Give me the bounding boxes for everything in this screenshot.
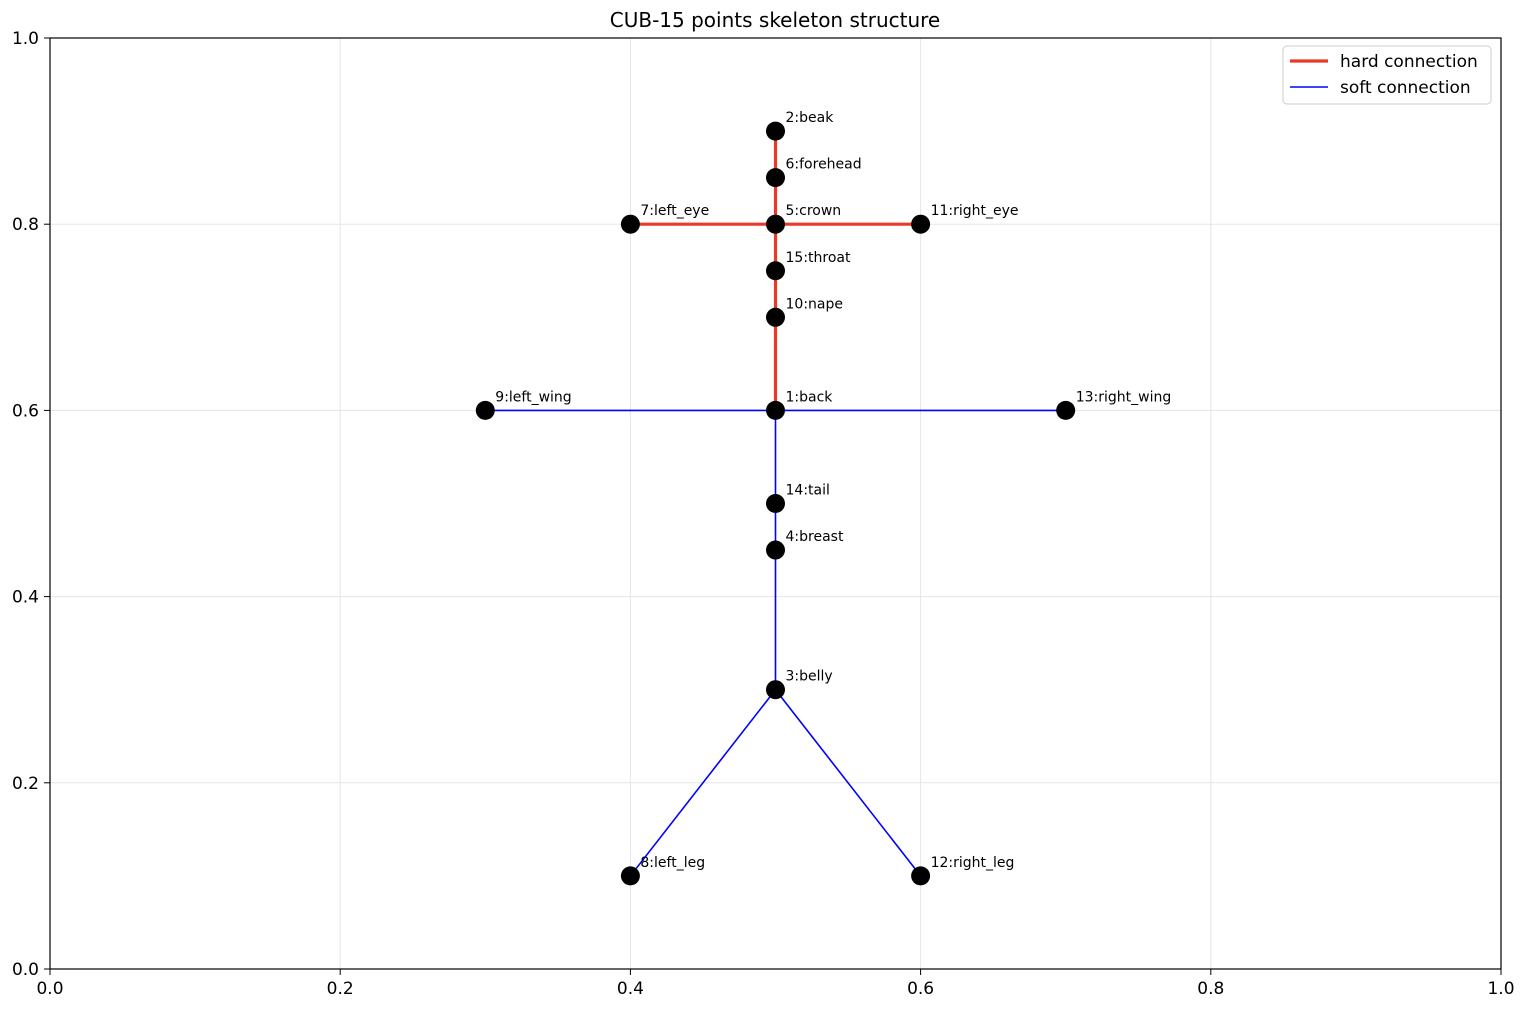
x-tick-label: 0.0	[36, 979, 63, 999]
keypoint-marker	[1056, 400, 1076, 420]
keypoint-marker	[766, 261, 785, 281]
legend-box	[1282, 45, 1492, 105]
keypoint-marker	[766, 680, 785, 700]
y-tick-label: 0.4	[12, 588, 39, 608]
connections	[485, 131, 1066, 877]
keypoint-label: 11:right_eye	[931, 203, 1019, 219]
keypoint-marker	[766, 307, 785, 327]
soft-connection-line	[774, 689, 922, 877]
keypoint-marker	[620, 214, 640, 234]
keypoint-label: 10:nape	[786, 296, 843, 312]
keypoint-label: 5:crown	[786, 203, 842, 219]
keypoint-label: 3:belly	[786, 669, 833, 685]
y-tick-label: 0.6	[12, 401, 39, 421]
keypoint-label: 2:beak	[786, 110, 835, 126]
keypoint-label: 6:forehead	[786, 157, 862, 173]
keypoint-marker	[766, 214, 785, 234]
keypoint-marker	[475, 400, 495, 420]
plot-frame	[49, 37, 1502, 970]
keypoints	[475, 121, 1076, 886]
x-tick-label: 0.6	[907, 979, 934, 999]
keypoint-marker	[911, 214, 931, 234]
x-tick-label: 0.4	[617, 979, 644, 999]
keypoint-label: 7:left_eye	[640, 203, 709, 219]
keypoint-marker	[766, 400, 785, 420]
x-tick-label: 0.2	[327, 979, 354, 999]
keypoint-label: 12:right_leg	[931, 855, 1015, 871]
legend-hard-label: hard connection	[1340, 52, 1478, 72]
keypoint-label: 1:back	[786, 389, 834, 405]
keypoint-label: 15:throat	[786, 250, 851, 266]
keypoint-label: 9:left_wing	[495, 389, 571, 405]
keypoint-label: 13:right_wing	[1076, 389, 1172, 405]
keypoint-label: 8:left_leg	[640, 855, 705, 871]
y-tick-label: 0.0	[12, 960, 39, 980]
keypoint-marker	[766, 494, 785, 513]
keypoint-marker	[911, 866, 931, 886]
keypoint-marker	[766, 540, 785, 560]
soft-connection-line	[629, 689, 777, 877]
keypoint-marker	[766, 168, 785, 188]
keypoint-marker	[620, 866, 640, 886]
x-tick-label: 0.8	[1197, 979, 1224, 999]
y-tick-label: 1.0	[12, 29, 39, 49]
y-tick-label: 0.8	[12, 215, 39, 235]
x-axis-ticks: 0.0 0.2 0.4 0.6 0.8 1.0	[36, 969, 1515, 999]
chart-title: CUB-15 points skeleton structure	[610, 8, 940, 32]
legend: hard connection soft connection	[1282, 45, 1492, 105]
y-axis-ticks: 0.0 0.2 0.4 0.6 0.8 1.0	[12, 29, 50, 980]
y-tick-label: 0.2	[12, 774, 39, 794]
keypoint-marker	[766, 121, 785, 141]
keypoint-labels: 1:back 2:beak 3:belly 4:breast 5:crown 6:fore…	[495, 110, 1171, 871]
legend-soft-label: soft connection	[1340, 78, 1471, 98]
keypoint-label: 4:breast	[786, 529, 844, 545]
keypoint-label: 14:tail	[786, 483, 830, 499]
x-tick-label: 1.0	[1487, 979, 1514, 999]
